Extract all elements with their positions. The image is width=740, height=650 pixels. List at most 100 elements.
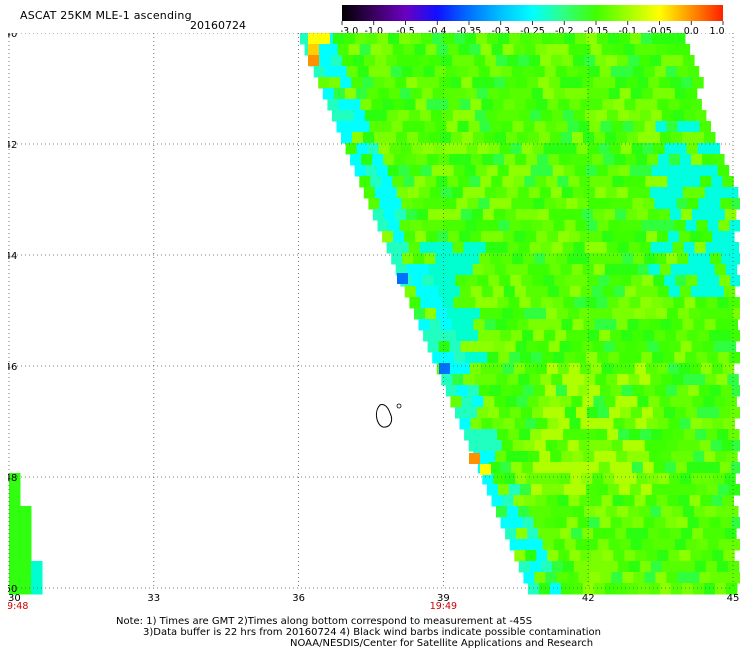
swath-cell xyxy=(610,198,622,210)
swath-cell xyxy=(597,220,609,232)
swath-cell xyxy=(20,528,32,540)
swath-cell xyxy=(711,363,724,375)
swath-cell xyxy=(430,55,442,67)
swath-cell xyxy=(715,319,727,331)
swath-cell xyxy=(670,396,682,408)
swath-cell xyxy=(626,528,638,540)
swath-cell xyxy=(657,286,670,298)
swath-cell xyxy=(659,264,672,276)
swath-cell xyxy=(704,132,716,144)
swath-cell xyxy=(392,44,405,56)
swath-cell xyxy=(714,583,727,595)
swath-cell xyxy=(512,253,524,265)
colorbar-label: -1.0 xyxy=(364,26,383,35)
swath-cell xyxy=(468,440,481,452)
swath-cell xyxy=(650,110,663,122)
swath-cell xyxy=(536,99,548,111)
swath-cell xyxy=(590,363,603,375)
swath-cell xyxy=(701,231,713,243)
swath-cell xyxy=(600,253,612,265)
swath-cell xyxy=(575,539,588,551)
swath-cell xyxy=(513,176,525,188)
swath-cell xyxy=(645,176,657,188)
swath-cell xyxy=(659,528,671,540)
swath-cell xyxy=(611,440,624,452)
swath-cell xyxy=(720,330,732,342)
swath-cell xyxy=(20,550,32,562)
swath-cell xyxy=(474,110,487,122)
swath-cell xyxy=(558,231,570,243)
swath-cell xyxy=(654,385,667,397)
swath-cell xyxy=(605,132,617,144)
swath-cell xyxy=(597,539,610,551)
swath-cell xyxy=(580,286,593,298)
swath-cell xyxy=(370,176,382,188)
swath-cell xyxy=(479,121,491,133)
swath-cell xyxy=(431,165,444,177)
swath-cell xyxy=(492,418,504,430)
swath-cell xyxy=(619,220,631,232)
swath-cell xyxy=(419,110,432,122)
swath-cell xyxy=(692,396,704,408)
swath-cell xyxy=(575,352,587,364)
swath-cell xyxy=(585,297,597,309)
swath-cell xyxy=(616,319,628,331)
swath-cell xyxy=(592,154,604,166)
swath-cell xyxy=(700,363,713,375)
swath-cell xyxy=(593,264,606,276)
swath-cell xyxy=(698,198,710,210)
swath-cell xyxy=(399,88,412,100)
swath-cell xyxy=(680,209,693,221)
swath-cell xyxy=(689,363,702,375)
swath-cell xyxy=(575,220,587,232)
swath-cell xyxy=(560,583,573,595)
swath-cell xyxy=(668,550,680,562)
swath-cell xyxy=(611,572,623,584)
swath-cell xyxy=(688,440,701,452)
swath-cell xyxy=(590,176,602,188)
swath-cell xyxy=(728,297,740,309)
swath-cell xyxy=(448,286,461,298)
swath-cell xyxy=(541,429,553,441)
swath-cell xyxy=(692,528,704,540)
swath-cell xyxy=(573,55,585,67)
swath-cell xyxy=(571,77,583,89)
swath-cell xyxy=(488,407,500,419)
swath-cell xyxy=(580,99,592,111)
swath-cell xyxy=(689,308,701,320)
swath-cell xyxy=(480,363,493,375)
swath-cell xyxy=(634,44,647,56)
swath-cell xyxy=(448,99,460,111)
swath-cell xyxy=(606,506,618,518)
swath-cell xyxy=(462,187,475,199)
swath-cell xyxy=(655,121,667,133)
swath-cell xyxy=(458,363,471,375)
swath-cell xyxy=(695,429,707,441)
swath-cell xyxy=(543,462,556,474)
swath-cell xyxy=(731,385,740,397)
swath-cell xyxy=(414,44,427,56)
swath-cell xyxy=(705,242,718,254)
swath-cell xyxy=(663,33,675,45)
swath-cell xyxy=(652,220,664,232)
swath-cell xyxy=(568,308,580,320)
swath-cell xyxy=(572,451,584,463)
swath-cell xyxy=(468,253,480,265)
swath-cell xyxy=(579,308,591,320)
swath-cell xyxy=(705,374,717,386)
swath-cell xyxy=(439,363,450,374)
swath-cell xyxy=(420,165,433,177)
swath-cell xyxy=(631,275,643,287)
swath-cell xyxy=(527,396,539,408)
swath-cell xyxy=(655,572,667,584)
swath-cell xyxy=(724,209,737,221)
swath-cell xyxy=(555,517,568,529)
swath-cell xyxy=(443,33,455,45)
swath-cell xyxy=(478,330,490,342)
swath-cell xyxy=(430,110,443,122)
swath-cell xyxy=(665,330,677,342)
swath-cell xyxy=(574,484,587,496)
swath-cell xyxy=(424,253,436,265)
swath-cell xyxy=(562,55,574,67)
swath-cell xyxy=(591,286,604,298)
